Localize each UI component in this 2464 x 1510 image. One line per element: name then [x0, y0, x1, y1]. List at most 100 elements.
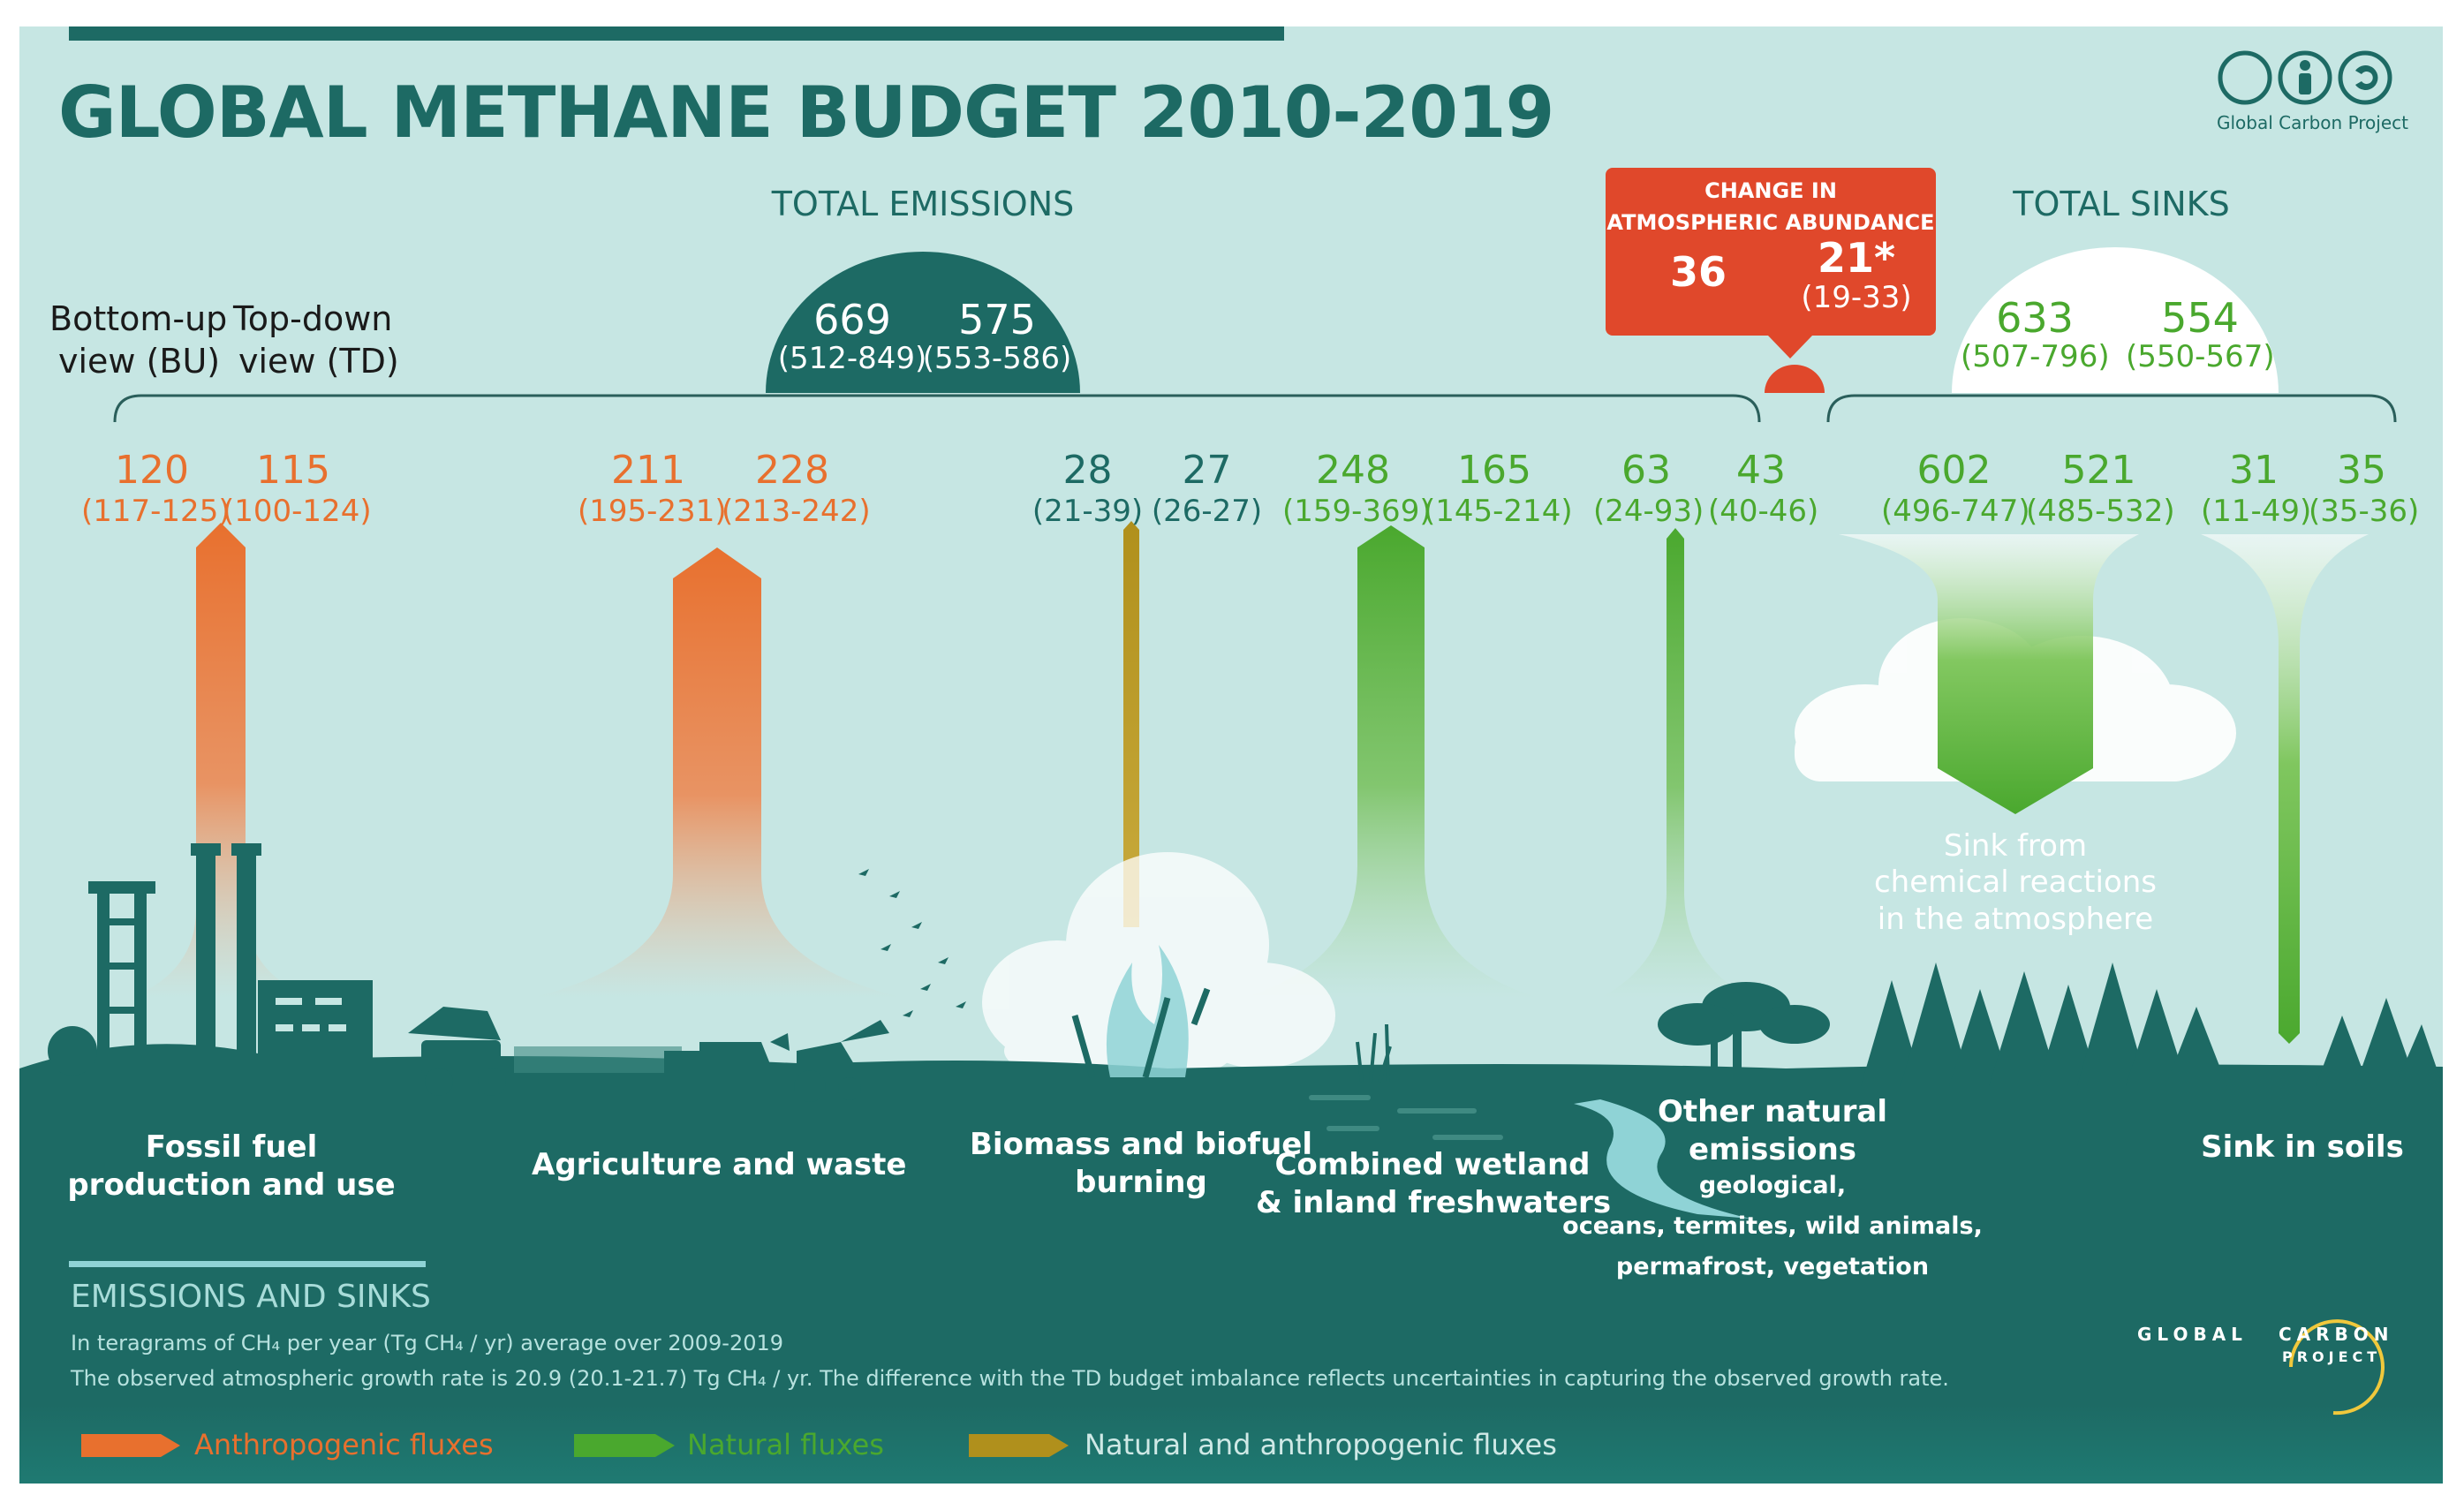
- legend-natural-swatch: [574, 1434, 675, 1457]
- gcp-logo-ring: [2289, 1319, 2385, 1416]
- legend-anthropogenic-label: Anthropogenic fluxes: [194, 1428, 494, 1461]
- other-natural-bu-value: 63: [1621, 448, 1671, 493]
- fire-icon: [1071, 945, 1211, 1078]
- gcp-logo-line3: PROJECT: [2282, 1348, 2382, 1365]
- footer-band: [19, 1404, 2443, 1484]
- page-title: GLOBAL METHANE BUDGET 2010-2019: [58, 72, 1554, 154]
- total-sinks-td: 554: [2161, 294, 2239, 342]
- change-dome: [1765, 365, 1825, 393]
- td-view-label-line1: Top-down: [233, 299, 393, 338]
- total-emissions-bu: 669: [813, 296, 891, 344]
- fossil-label: Fossil fuel production and use: [55, 1129, 408, 1204]
- tree-icon: [1658, 982, 1830, 1077]
- other-natural-label-line2: emissions: [1688, 1131, 1857, 1167]
- cc-icon: [2218, 50, 2272, 105]
- total-emissions-td-range: (553-586): [922, 341, 1072, 376]
- license-icon-glyphs: [2299, 60, 2378, 94]
- wetland-arrow: [1243, 525, 1538, 998]
- emissions-brace: [113, 394, 1761, 423]
- change-td-value: 21*: [1817, 234, 1896, 282]
- soil-sink-bu-value: 31: [2229, 448, 2279, 493]
- biomass-label-line2: burning: [1075, 1164, 1207, 1200]
- legend-mixed-label: Natural and anthropogenic fluxes: [1085, 1428, 1557, 1461]
- wetland-bu-value: 248: [1316, 448, 1390, 493]
- soil-sink-arrow: [2201, 534, 2369, 1044]
- copyleft-icon: [2338, 50, 2392, 105]
- soil-sink-td-value: 35: [2337, 448, 2386, 493]
- chemical-sink-bu-range: (496-747): [1881, 494, 2030, 529]
- river: [1574, 1099, 1750, 1219]
- total-sinks-label: TOTAL SINKS: [2013, 185, 2230, 223]
- sinks-brace: [1826, 394, 2397, 423]
- chemical-sink-label: Sink from chemical reactions in the atmo…: [1856, 828, 2174, 938]
- total-emissions-label: TOTAL EMISSIONS: [771, 185, 1075, 223]
- other-natural-label: Other natural emissions: [1596, 1093, 1949, 1168]
- legend-mixed-swatch: [969, 1434, 1069, 1457]
- footer-line1: In teragrams of CH₄ per year (Tg CH₄ / y…: [71, 1331, 784, 1355]
- change-td-range: (19-33): [1801, 280, 1912, 315]
- infographic-artwork: [19, 26, 2443, 1484]
- fossil-label-line2: production and use: [67, 1166, 396, 1203]
- legend-anthropogenic-swatch: [81, 1434, 180, 1457]
- change-label-line2: ATMOSPHERIC ABUNDANCE: [1606, 210, 1935, 235]
- chemical-sink-td-value: 521: [2061, 448, 2136, 493]
- total-sinks-bu-range: (507-796): [1961, 339, 2110, 374]
- legend-natural-label: Natural fluxes: [687, 1428, 884, 1461]
- wetland-label-line2: & inland freshwaters: [1256, 1184, 1612, 1220]
- change-box: [1606, 168, 1936, 336]
- birds: [858, 869, 966, 1017]
- wetland-bu-range: (159-369): [1282, 494, 1432, 529]
- footer-heading: EMISSIONS AND SINKS: [71, 1279, 431, 1315]
- fossil-label-line1: Fossil fuel: [145, 1129, 318, 1165]
- forest: [1861, 963, 2443, 1086]
- fossil-td-range: (100-124): [223, 494, 372, 529]
- total-sinks-bu: 633: [1996, 294, 2074, 342]
- biomass-arrow: [1123, 521, 1139, 927]
- total-sinks-dome: [1952, 247, 2279, 393]
- biomass-bu-range: (21-39): [1032, 494, 1144, 529]
- other-natural-detail-line1: geological,: [1698, 1172, 1847, 1199]
- bu-view-label-line1: Bottom-up: [49, 299, 228, 338]
- other-natural-arrow: [1600, 528, 1750, 998]
- other-natural-detail: geological, oceans, termites, wild anima…: [1547, 1166, 1998, 1287]
- total-emissions-td: 575: [958, 296, 1036, 344]
- wetland-water: [1309, 1095, 1503, 1140]
- agriculture-label: Agriculture and waste: [532, 1146, 906, 1184]
- chemical-sink-arrow: [1839, 534, 2139, 814]
- other-natural-td-value: 43: [1736, 448, 1786, 493]
- methane-budget-infographic: GLOBAL METHANE BUDGET 2010-2019 Global C…: [19, 26, 2443, 1484]
- other-natural-label-line1: Other natural: [1658, 1094, 1887, 1129]
- biomass-td-range: (26-27): [1151, 494, 1263, 529]
- agriculture-bu-range: (195-231): [578, 494, 727, 529]
- wetland-td-range: (145-214): [1424, 494, 1573, 529]
- soil-sink-td-range: (35-36): [2309, 494, 2420, 529]
- biomass-label-line1: Biomass and biofuel: [970, 1127, 1312, 1162]
- change-box-pointer: [1768, 336, 1812, 359]
- soil-sink-bu-range: (11-49): [2201, 494, 2312, 529]
- agriculture-td-range: (213-242): [722, 494, 871, 529]
- agriculture-bu-value: 211: [611, 448, 685, 493]
- bu-view-label-line2: view (BU): [58, 342, 221, 381]
- total-emissions-bu-range: (512-849): [777, 341, 927, 376]
- fossil-bu-range: (117-125): [81, 494, 231, 529]
- title-bar-accent: [69, 26, 1284, 41]
- biomass-bu-value: 28: [1062, 448, 1113, 493]
- other-natural-bu-range: (24-93): [1593, 494, 1704, 529]
- change-label-line1: CHANGE IN: [1704, 178, 1837, 203]
- wetland-label: Combined wetland & inland freshwaters: [1256, 1146, 1612, 1221]
- chemical-sink-label-line3: in the atmosphere: [1877, 901, 2154, 937]
- footer-accent-line: [69, 1261, 426, 1267]
- change-bu-value: 36: [1669, 248, 1727, 296]
- other-natural-detail-line3: permafrost, vegetation: [1615, 1252, 1930, 1280]
- farm-scene: [408, 1007, 889, 1102]
- td-view-label-line2: view (TD): [238, 342, 399, 381]
- chemical-sink-td-range: (485-532): [2026, 494, 2175, 529]
- agriculture-arrow: [532, 547, 903, 998]
- agriculture-td-value: 228: [755, 448, 829, 493]
- chemical-sink-label-line1: Sink from: [1943, 828, 2088, 864]
- total-emissions-dome: [766, 252, 1080, 393]
- soil-sink-label: Sink in soils: [2174, 1129, 2430, 1166]
- license-icons: [2218, 50, 2392, 105]
- biomass-td-value: 27: [1182, 448, 1232, 493]
- chemical-sink-label-line2: chemical reactions: [1873, 864, 2158, 901]
